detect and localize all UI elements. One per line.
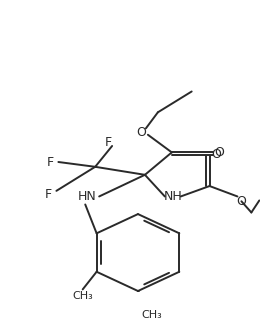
- Text: O: O: [136, 126, 146, 139]
- Text: CH₃: CH₃: [72, 291, 93, 301]
- Text: O: O: [215, 146, 224, 159]
- Text: F: F: [105, 136, 112, 149]
- Text: CH₃: CH₃: [141, 310, 162, 320]
- Text: O: O: [212, 148, 222, 161]
- Text: NH: NH: [163, 190, 182, 203]
- Text: F: F: [45, 188, 52, 201]
- Text: O: O: [236, 195, 246, 208]
- Text: HN: HN: [78, 190, 97, 203]
- Text: F: F: [47, 156, 54, 168]
